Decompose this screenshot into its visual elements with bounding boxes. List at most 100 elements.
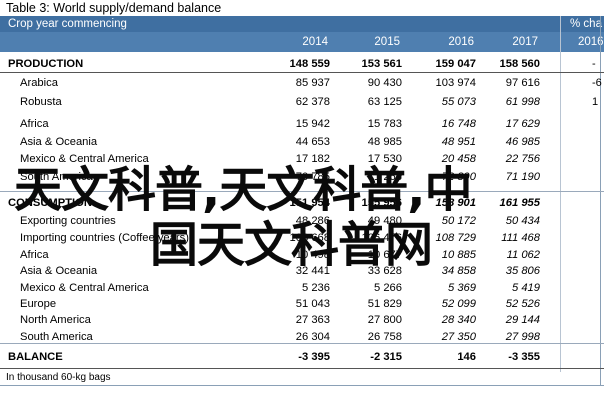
table-row: Arabica 85 937 90 430 103 974 97 616 -6 [0, 76, 604, 92]
table-cell: 51 043 [295, 298, 330, 310]
row-separator [0, 72, 604, 73]
table-cell: 48 985 [367, 136, 402, 148]
table-cell: 11 062 [506, 249, 540, 261]
row-separator [0, 368, 604, 369]
pct-change-header: % cha [570, 18, 602, 30]
row-label: CONSUMPTION [8, 197, 92, 209]
watermark-text: 天文科普,天文科普,中 [14, 162, 472, 218]
table-cell: -2 315 [370, 351, 402, 363]
row-label: South America [20, 331, 93, 343]
table-cell: 50 172 [441, 215, 476, 227]
year-header: 2017 [512, 36, 538, 48]
footnote: In thousand 60-kg bags [6, 372, 111, 383]
table-cell: 26 304 [295, 331, 330, 343]
table-cell: 33 628 [367, 265, 402, 277]
row-label: Europe [20, 298, 57, 310]
table-cell: 29 144 [505, 314, 540, 326]
table-row: South America 26 304 26 758 27 350 27 998 [0, 330, 604, 346]
table-cell: 17 530 [367, 153, 402, 165]
row-label: Asia & Oceania [20, 265, 98, 277]
table-cell: 10 498 [295, 249, 330, 261]
row-label: Africa [20, 118, 49, 130]
table-cell: 146 [457, 351, 476, 363]
table-cell: 27 998 [505, 331, 540, 343]
table-cell: 151 954 [289, 197, 330, 209]
pct-change-cell: 1 [592, 96, 599, 108]
table-cell: 5 419 [512, 282, 540, 294]
table-cell: 159 047 [435, 58, 476, 70]
section-row: CONSUMPTION 151 954 155 956 158 901 161 955 [0, 196, 604, 212]
table-cell: 52 526 [505, 298, 540, 310]
watermark-text: 国天文科普网 [150, 217, 433, 273]
table-cell: 5 266 [374, 282, 402, 294]
year-header: 2014 [302, 36, 328, 48]
pct-year-header: 2016 [578, 36, 604, 48]
table-row: Exporting countries 48 286 49 480 50 172 50 … [0, 214, 604, 230]
table-row: North America 27 363 27 800 28 340 29 144 [0, 313, 604, 329]
table-cell: 103 668 [289, 232, 330, 244]
table-cell: 27 800 [367, 314, 402, 326]
table-row: Mexico & Central America 17 182 17 530 20 4… [0, 152, 604, 168]
table-cell: 5 369 [448, 282, 476, 294]
table-cell: 71 263 [367, 171, 402, 183]
row-separator [0, 191, 604, 192]
row-label: Asia & Oceania [20, 136, 98, 148]
year-header: 2016 [448, 36, 474, 48]
section-row: PRODUCTION 148 559 153 561 159 047 158 560 - [0, 57, 604, 73]
row-label: Mexico & Central America [20, 282, 149, 294]
table-cell: 71 190 [505, 171, 540, 183]
table-cell: 46 985 [505, 136, 540, 148]
section-row: BALANCE -3 395 -2 315 146 -3 355 [0, 350, 604, 366]
table-cell: 158 901 [435, 197, 476, 209]
table-cell: 106 476 [361, 232, 402, 244]
table-right-border [600, 16, 601, 386]
table-cell: 35 806 [505, 265, 540, 277]
table-row: Africa 15 942 15 783 16 748 17 629 [0, 117, 604, 133]
table-cell: 103 974 [435, 77, 476, 89]
table-row: Mexico & Central America 5 236 5 266 5 369 5… [0, 281, 604, 297]
table-cell: -3 395 [298, 351, 330, 363]
table-cell: 5 236 [302, 282, 330, 294]
table-cell: 55 073 [441, 96, 476, 108]
table-row: Africa 10 498 10 677 10 885 11 062 [0, 248, 604, 264]
table-cell: 158 560 [499, 58, 540, 70]
table-cell: 148 559 [289, 58, 330, 70]
table-cell: 17 182 [295, 153, 330, 165]
row-label: South America [20, 171, 93, 183]
table-row: Europe 51 043 51 829 52 099 52 526 [0, 297, 604, 313]
row-label: Mexico & Central America [20, 153, 149, 165]
row-label: Arabica [20, 77, 58, 89]
table-cell: 17 629 [505, 118, 540, 130]
table-cell: 27 350 [441, 331, 476, 343]
table-cell: 15 783 [367, 118, 402, 130]
table-cell: 16 748 [441, 118, 476, 130]
table-row: South America 70 785 71 263 72 890 71 190 [0, 170, 604, 186]
table-cell: 10 677 [367, 249, 402, 261]
table-row: Asia & Oceania 32 441 33 628 34 858 35 806 [0, 264, 604, 280]
table-cell: 50 434 [505, 215, 540, 227]
table-cell: 22 756 [505, 153, 540, 165]
row-separator [0, 343, 604, 344]
table-cell: 27 363 [295, 314, 330, 326]
table-cell: 61 998 [505, 96, 540, 108]
column-divider [560, 16, 561, 372]
table-cell: 108 729 [435, 232, 476, 244]
table-cell: 72 890 [441, 171, 476, 183]
table-cell: 85 937 [295, 77, 330, 89]
table-row: Asia & Oceania 44 653 48 985 48 951 46 985 [0, 135, 604, 151]
table-cell: 63 125 [367, 96, 402, 108]
table-cell: 153 561 [361, 58, 402, 70]
table-header-years-band [0, 32, 604, 52]
table-cell: 32 441 [295, 265, 330, 277]
table-cell: 28 340 [441, 314, 476, 326]
table-cell: 155 956 [361, 197, 402, 209]
table-cell: 44 653 [295, 136, 330, 148]
table-cell: 51 829 [367, 298, 402, 310]
pct-change-cell: -6 [592, 77, 602, 89]
table-cell: 161 955 [499, 197, 540, 209]
year-header: 2015 [374, 36, 400, 48]
table-cell: 20 458 [441, 153, 476, 165]
table-row: Robusta 62 378 63 125 55 073 61 998 1 [0, 95, 604, 111]
table-cell: 49 480 [367, 215, 402, 227]
row-label: BALANCE [8, 351, 63, 363]
